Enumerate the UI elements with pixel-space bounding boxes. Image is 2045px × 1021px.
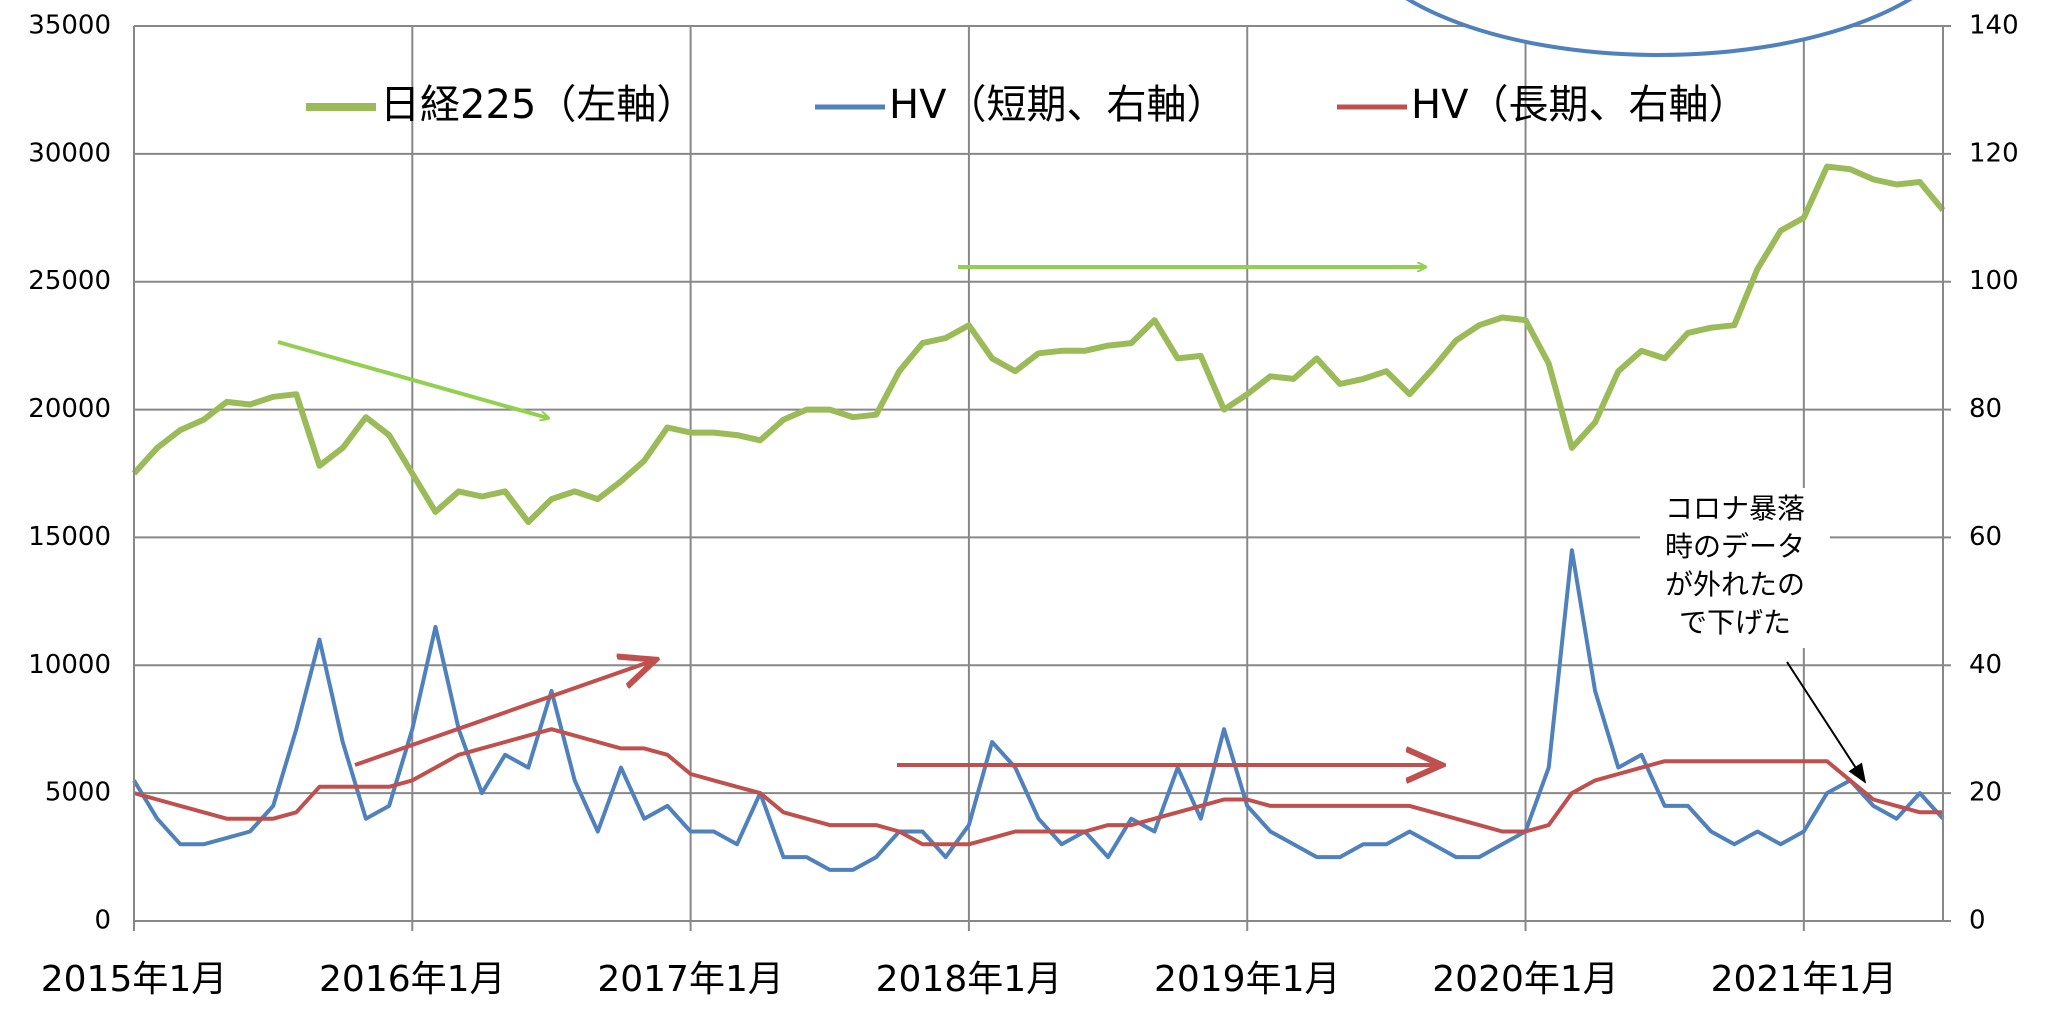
y-tick-label: 20000 (28, 394, 111, 424)
annotation: が外れたの (1665, 568, 1805, 601)
arrow (1786, 661, 1867, 784)
y-tick-label: 25000 (28, 266, 111, 296)
x-tick-label: 2016年1月 (319, 959, 506, 1000)
y-tick-label: 35000 (28, 11, 111, 41)
y2-tick-label: 0 (1969, 906, 1986, 936)
y2-tick-label: 120 (1969, 138, 2019, 168)
y-tick-label: 0 (94, 906, 111, 936)
annotation: 時のデータ (1665, 530, 1805, 563)
x-tick-label: 2018年1月 (876, 959, 1063, 1000)
y-tick-label: 30000 (28, 138, 111, 168)
y2-tick-label: 140 (1969, 11, 2019, 41)
x-tick-label: 2019年1月 (1154, 959, 1341, 1000)
y-tick-label: 15000 (28, 522, 111, 552)
arrow (354, 661, 652, 767)
y-tick-label: 10000 (28, 650, 111, 680)
arrow (277, 340, 548, 418)
series-line (133, 727, 1943, 847)
labels: 0 5000 10000 15000 20000 25000 30000 35000 0 20 40… (28, 11, 2018, 1001)
y2-tick-label: 80 (1969, 394, 2002, 424)
series-line (131, 163, 1946, 526)
grid (133, 25, 1951, 931)
annotation: コロナ暴落 (1665, 492, 1805, 525)
series-line (132, 548, 1945, 872)
legend: 日経225（左軸） HV（短期、右軸） HV（長期、右軸） (306, 82, 1748, 128)
x-tick-label: 2015年1月 (41, 959, 228, 1000)
y-tick-label: 5000 (45, 778, 111, 808)
x-tick-label: 2021年1月 (1711, 959, 1898, 1000)
y2-tick-label: 20 (1969, 778, 2002, 808)
lines (131, 163, 1946, 872)
callout-ellipse (1405, 0, 1913, 57)
annotation-box (1640, 488, 1830, 648)
y2-tick-label: 40 (1969, 650, 2002, 680)
x-tick-label: 2017年1月 (597, 959, 784, 1000)
legend-label: 日経225（左軸） (380, 82, 696, 128)
annotation: で下げた (1679, 606, 1791, 639)
x-tick-label: 2020年1月 (1432, 959, 1619, 1000)
legend-label: HV（短期、右軸） (889, 82, 1226, 128)
y2-tick-label: 100 (1969, 266, 2019, 296)
y2-tick-label: 60 (1969, 522, 2002, 552)
legend-label: HV（長期、右軸） (1411, 82, 1748, 128)
